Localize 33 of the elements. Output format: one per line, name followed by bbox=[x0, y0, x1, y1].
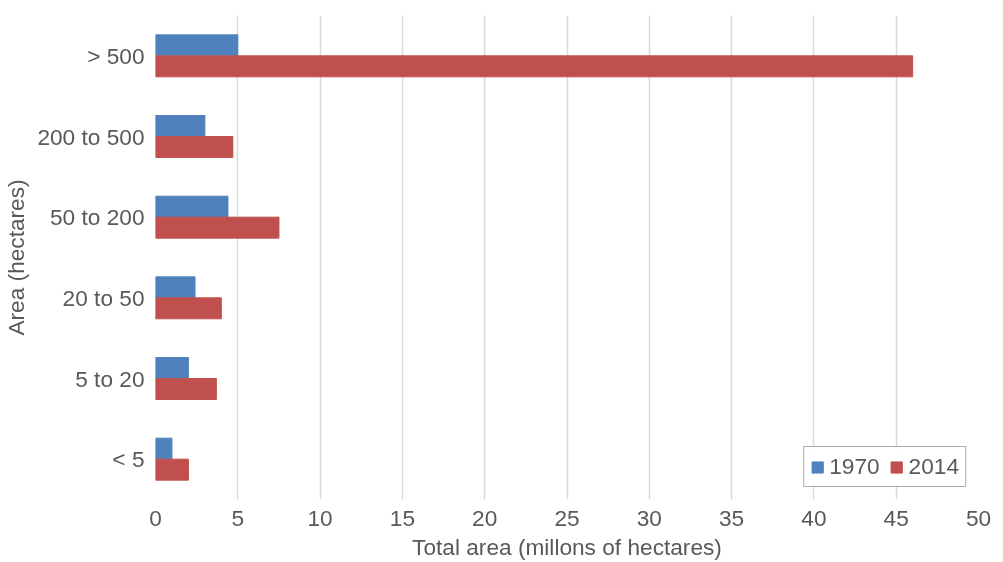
bar bbox=[155, 136, 234, 158]
x-tick-label: 45 bbox=[883, 504, 909, 531]
legend-label: 1970 bbox=[829, 453, 880, 480]
bar bbox=[155, 378, 217, 400]
y-tick-label: 5 to 20 bbox=[75, 365, 145, 392]
y-tick-label: 20 to 50 bbox=[62, 284, 145, 311]
bar bbox=[155, 437, 173, 460]
x-tick-label: 50 bbox=[965, 504, 992, 531]
bar bbox=[155, 216, 280, 239]
y-tick-label: 200 to 500 bbox=[37, 123, 145, 150]
x-tick-label: 40 bbox=[801, 504, 827, 531]
bar bbox=[155, 458, 189, 481]
x-tick-label: 35 bbox=[719, 504, 745, 531]
x-axis-title: Total area (millons of hectares) bbox=[412, 533, 722, 560]
x-tick-label: 10 bbox=[307, 504, 333, 531]
x-tick-label: 20 bbox=[472, 504, 498, 531]
y-axis-title: Area (hectares) bbox=[3, 179, 30, 336]
bar bbox=[155, 276, 196, 299]
bar bbox=[155, 357, 189, 379]
bar bbox=[155, 195, 229, 218]
bar bbox=[155, 297, 222, 320]
bar bbox=[155, 115, 206, 137]
y-tick-label: 50 to 200 bbox=[50, 204, 145, 231]
x-tick-label: 30 bbox=[636, 504, 662, 531]
x-tick-label: 0 bbox=[149, 504, 162, 531]
y-tick-label: > 500 bbox=[87, 42, 145, 69]
x-tick-label: 25 bbox=[554, 504, 580, 531]
x-tick-label: 15 bbox=[389, 504, 415, 531]
legend-label: 2014 bbox=[908, 453, 959, 480]
bar bbox=[155, 55, 914, 78]
bar bbox=[155, 34, 239, 57]
x-tick-label: 5 bbox=[231, 504, 245, 531]
y-tick-label: < 5 bbox=[112, 446, 145, 473]
